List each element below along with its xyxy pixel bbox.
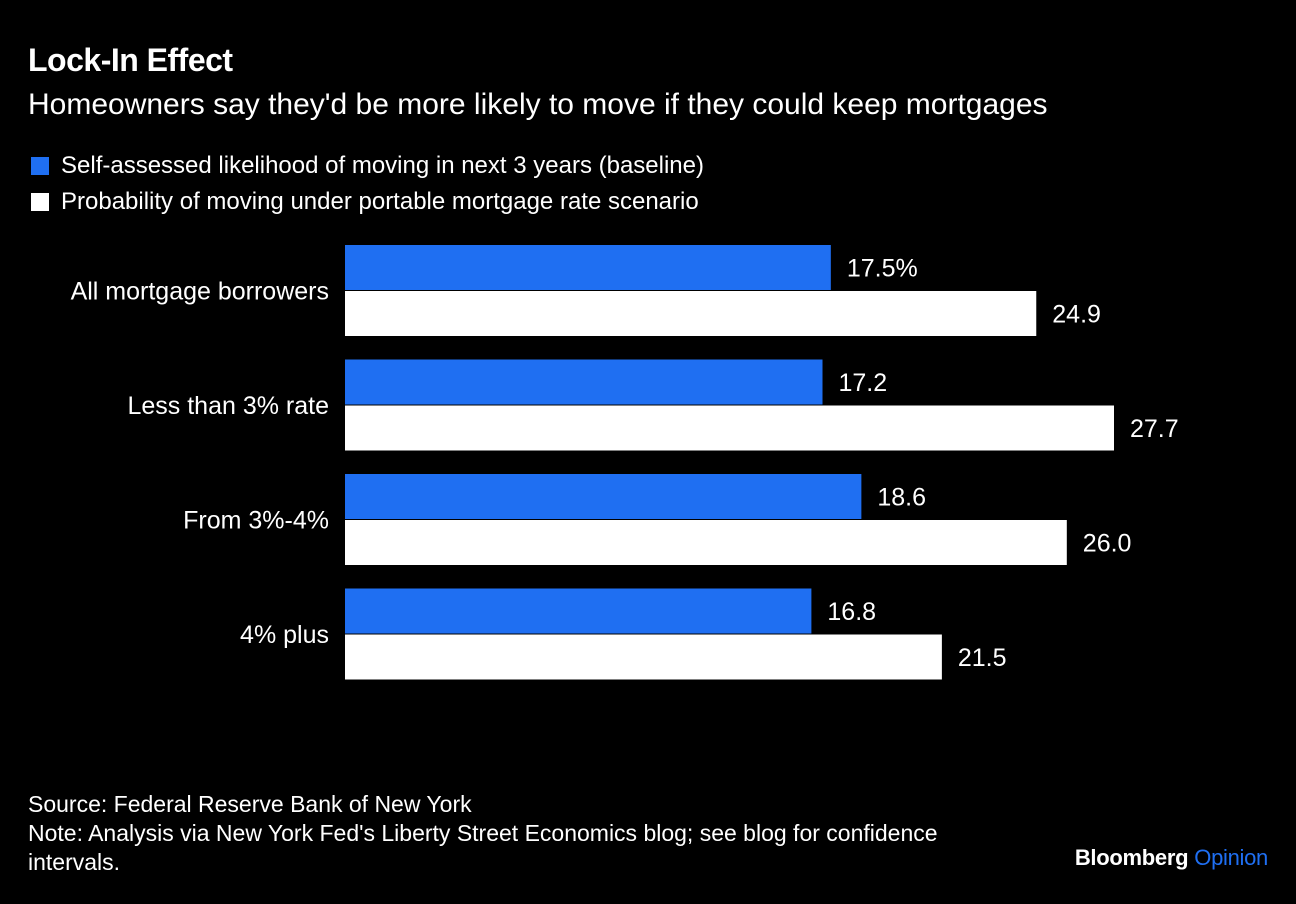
data-label-baseline-all-mortgage-borrowers: 17.5% (847, 255, 918, 283)
brand-suffix: Opinion (1194, 845, 1268, 870)
data-label-portable-all-mortgage-borrowers: 24.9 (1052, 301, 1101, 329)
category-label-all-mortgage-borrowers: All mortgage borrowers (71, 278, 329, 306)
data-label-baseline-4-plus: 16.8 (827, 598, 876, 626)
legend-item-portable: Probability of moving under portable mor… (31, 184, 704, 220)
legend-label-baseline: Self-assessed likelihood of moving in ne… (61, 152, 704, 179)
legend: Self-assessed likelihood of moving in ne… (31, 148, 704, 220)
data-label-portable-4-plus: 21.5 (958, 644, 1007, 672)
note-text: Note: Analysis via New York Fed's Libert… (28, 820, 938, 875)
bar-baseline-4-plus (345, 588, 812, 634)
bar-baseline-less-than-3-rate (345, 359, 823, 405)
source-text: Source: Federal Reserve Bank of New York (28, 791, 472, 817)
legend-item-baseline: Self-assessed likelihood of moving in ne… (31, 148, 704, 184)
bar-portable-4-plus (345, 634, 942, 680)
chart-footer: Source: Federal Reserve Bank of New York… (28, 790, 1008, 877)
data-label-portable-from-3-4: 26.0 (1083, 530, 1132, 558)
chart-subtitle: Homeowners say they'd be more likely to … (28, 88, 1048, 121)
category-label-less-than-3-rate: Less than 3% rate (127, 392, 329, 420)
bar-portable-less-than-3-rate (345, 405, 1114, 451)
brand-logo: Bloomberg Opinion (1075, 845, 1268, 871)
legend-swatch-baseline (31, 157, 49, 175)
data-label-baseline-from-3-4: 18.6 (877, 484, 926, 512)
bar-portable-from-3-4 (345, 520, 1067, 565)
data-label-portable-less-than-3-rate: 27.7 (1130, 415, 1179, 443)
bar-baseline-all-mortgage-borrowers (345, 245, 831, 290)
bar-portable-all-mortgage-borrowers (345, 291, 1037, 336)
chart-title: Lock-In Effect (28, 42, 233, 78)
data-label-baseline-less-than-3-rate: 17.2 (839, 369, 888, 397)
category-label-from-3-4: From 3%-4% (183, 507, 329, 535)
bar-baseline-from-3-4 (345, 474, 862, 519)
brand-name: Bloomberg (1074, 845, 1189, 870)
legend-label-portable: Probability of moving under portable mor… (61, 188, 699, 215)
legend-swatch-portable (31, 193, 49, 211)
category-label-4-plus: 4% plus (240, 621, 329, 649)
